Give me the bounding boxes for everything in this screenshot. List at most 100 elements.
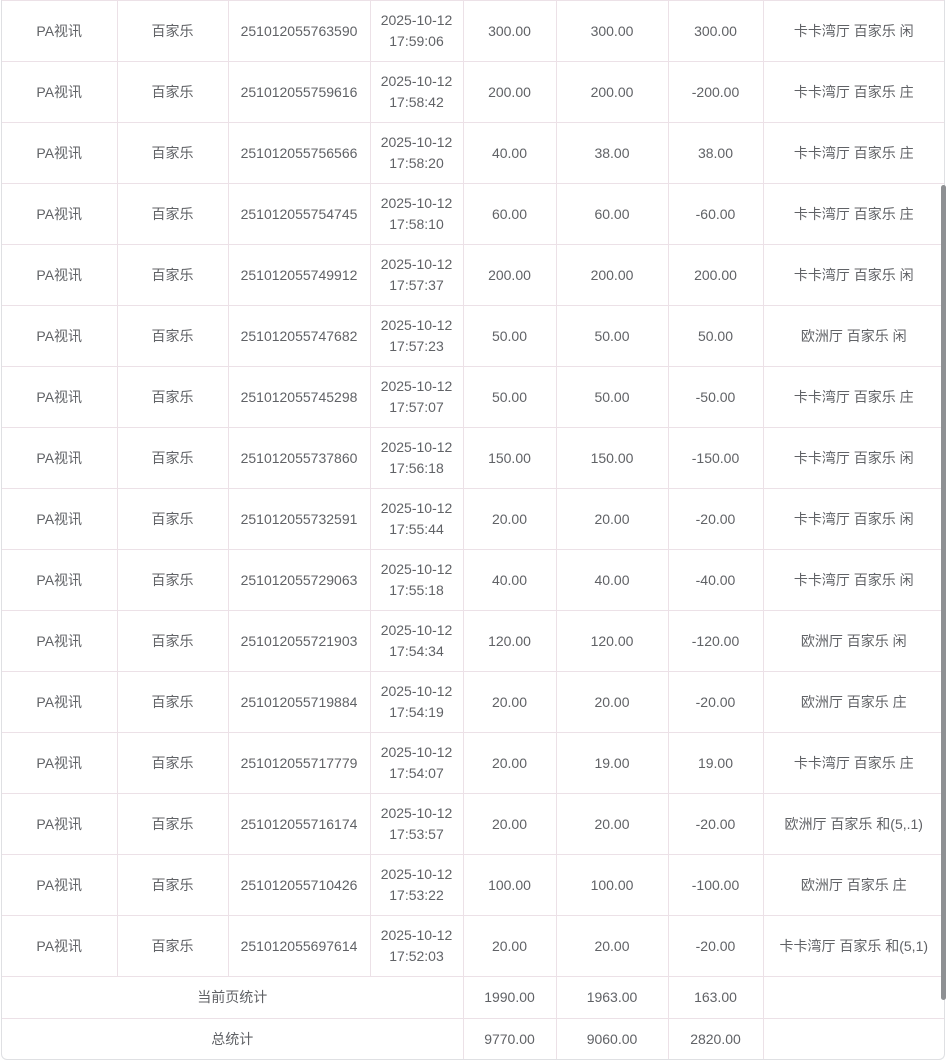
cell-table-info: 卡卡湾厅 百家乐 和(5,1) — [762, 915, 944, 977]
cell-table-info: 卡卡湾厅 百家乐 闲 — [762, 427, 944, 489]
table-row: PA视讯 百家乐 251012055732591 2025-10-12 17:5… — [2, 488, 944, 550]
cell-valid-amount: 20.00 — [555, 488, 669, 550]
cell-win-loss: -20.00 — [667, 793, 764, 855]
cell-bet-time: 2025-10-12 17:55:18 — [369, 549, 464, 611]
cell-valid-amount: 20.00 — [555, 671, 669, 733]
table-row: PA视讯 百家乐 251012055697614 2025-10-12 17:5… — [2, 915, 944, 977]
cell-order-number: 251012055759616 — [227, 61, 371, 123]
cell-order-number: 251012055756566 — [227, 122, 371, 184]
cell-table-info: 卡卡湾厅 百家乐 闲 — [762, 549, 944, 611]
cell-table-info: 卡卡湾厅 百家乐 庄 — [762, 732, 944, 794]
cell-game-type: 百家乐 — [116, 793, 229, 855]
cell-game-type: 百家乐 — [116, 61, 229, 123]
cell-order-number: 251012055719884 — [227, 671, 371, 733]
cell-game-type: 百家乐 — [116, 488, 229, 550]
cell-valid-amount: 50.00 — [555, 366, 669, 428]
cell-table-info: 卡卡湾厅 百家乐 庄 — [762, 366, 944, 428]
table-row: PA视讯 百家乐 251012055721903 2025-10-12 17:5… — [2, 610, 944, 672]
cell-win-loss: -50.00 — [667, 366, 764, 428]
cell-table-info: 欧洲厅 百家乐 庄 — [762, 671, 944, 733]
cell-order-number: 251012055745298 — [227, 366, 371, 428]
cell-valid-amount: 50.00 — [555, 305, 669, 367]
cell-table-info: 欧洲厅 百家乐 闲 — [762, 305, 944, 367]
cell-platform: PA视讯 — [2, 915, 118, 977]
total-summary-win-loss: 2820.00 — [667, 1018, 764, 1059]
page-summary-label: 当前页统计 — [2, 976, 464, 1019]
cell-bet-time: 2025-10-12 17:57:07 — [369, 366, 464, 428]
table-row: PA视讯 百家乐 251012055756566 2025-10-12 17:5… — [2, 122, 944, 184]
cell-platform: PA视讯 — [2, 549, 118, 611]
cell-bet-amount: 20.00 — [462, 488, 557, 550]
cell-bet-time: 2025-10-12 17:52:03 — [369, 915, 464, 977]
page-summary-empty-cell — [762, 976, 944, 1019]
table-row: PA视讯 百家乐 251012055747682 2025-10-12 17:5… — [2, 305, 944, 367]
cell-bet-amount: 100.00 — [462, 854, 557, 916]
table-row: PA视讯 百家乐 251012055716174 2025-10-12 17:5… — [2, 793, 944, 855]
cell-platform: PA视讯 — [2, 854, 118, 916]
cell-bet-amount: 300.00 — [462, 0, 557, 62]
cell-bet-amount: 200.00 — [462, 244, 557, 306]
page-summary-bet-amount: 1990.00 — [462, 976, 557, 1019]
cell-order-number: 251012055721903 — [227, 610, 371, 672]
cell-bet-amount: 50.00 — [462, 305, 557, 367]
cell-bet-time: 2025-10-12 17:53:22 — [369, 854, 464, 916]
cell-table-info: 卡卡湾厅 百家乐 闲 — [762, 0, 944, 62]
vertical-scrollbar-thumb[interactable] — [941, 185, 946, 1000]
cell-valid-amount: 150.00 — [555, 427, 669, 489]
cell-win-loss: -100.00 — [667, 854, 764, 916]
page-summary-valid-amount: 1963.00 — [555, 976, 669, 1019]
cell-game-type: 百家乐 — [116, 854, 229, 916]
cell-bet-amount: 120.00 — [462, 610, 557, 672]
cell-valid-amount: 20.00 — [555, 915, 669, 977]
cell-platform: PA视讯 — [2, 488, 118, 550]
cell-game-type: 百家乐 — [116, 183, 229, 245]
cell-bet-time: 2025-10-12 17:54:07 — [369, 732, 464, 794]
cell-order-number: 251012055717779 — [227, 732, 371, 794]
cell-win-loss: 200.00 — [667, 244, 764, 306]
cell-win-loss: -20.00 — [667, 488, 764, 550]
cell-game-type: 百家乐 — [116, 427, 229, 489]
cell-valid-amount: 300.00 — [555, 0, 669, 62]
cell-bet-time: 2025-10-12 17:53:57 — [369, 793, 464, 855]
total-summary-empty-cell — [762, 1018, 944, 1059]
cell-order-number: 251012055716174 — [227, 793, 371, 855]
cell-order-number: 251012055710426 — [227, 854, 371, 916]
cell-platform: PA视讯 — [2, 671, 118, 733]
table-row: PA视讯 百家乐 251012055710426 2025-10-12 17:5… — [2, 854, 944, 916]
cell-bet-time: 2025-10-12 17:54:19 — [369, 671, 464, 733]
cell-valid-amount: 20.00 — [555, 793, 669, 855]
cell-bet-amount: 20.00 — [462, 671, 557, 733]
cell-game-type: 百家乐 — [116, 549, 229, 611]
cell-win-loss: -60.00 — [667, 183, 764, 245]
cell-bet-time: 2025-10-12 17:54:34 — [369, 610, 464, 672]
cell-platform: PA视讯 — [2, 0, 118, 62]
cell-table-info: 卡卡湾厅 百家乐 闲 — [762, 488, 944, 550]
cell-platform: PA视讯 — [2, 366, 118, 428]
cell-table-info: 卡卡湾厅 百家乐 庄 — [762, 122, 944, 184]
total-summary-label: 总统计 — [2, 1018, 464, 1059]
cell-game-type: 百家乐 — [116, 732, 229, 794]
cell-game-type: 百家乐 — [116, 671, 229, 733]
cell-order-number: 251012055754745 — [227, 183, 371, 245]
cell-order-number: 251012055749912 — [227, 244, 371, 306]
cell-game-type: 百家乐 — [116, 0, 229, 62]
cell-platform: PA视讯 — [2, 122, 118, 184]
cell-win-loss: 19.00 — [667, 732, 764, 794]
cell-bet-time: 2025-10-12 17:59:06 — [369, 0, 464, 62]
cell-bet-amount: 200.00 — [462, 61, 557, 123]
cell-bet-time: 2025-10-12 17:58:10 — [369, 183, 464, 245]
cell-order-number: 251012055763590 — [227, 0, 371, 62]
cell-bet-time: 2025-10-12 17:57:23 — [369, 305, 464, 367]
cell-valid-amount: 38.00 — [555, 122, 669, 184]
cell-game-type: 百家乐 — [116, 122, 229, 184]
cell-platform: PA视讯 — [2, 427, 118, 489]
cell-valid-amount: 40.00 — [555, 549, 669, 611]
cell-table-info: 卡卡湾厅 百家乐 闲 — [762, 244, 944, 306]
table-row: PA视讯 百家乐 251012055754745 2025-10-12 17:5… — [2, 183, 944, 245]
cell-table-info: 欧洲厅 百家乐 和(5,.1) — [762, 793, 944, 855]
cell-bet-amount: 40.00 — [462, 122, 557, 184]
cell-platform: PA视讯 — [2, 183, 118, 245]
cell-valid-amount: 100.00 — [555, 854, 669, 916]
cell-win-loss: 38.00 — [667, 122, 764, 184]
